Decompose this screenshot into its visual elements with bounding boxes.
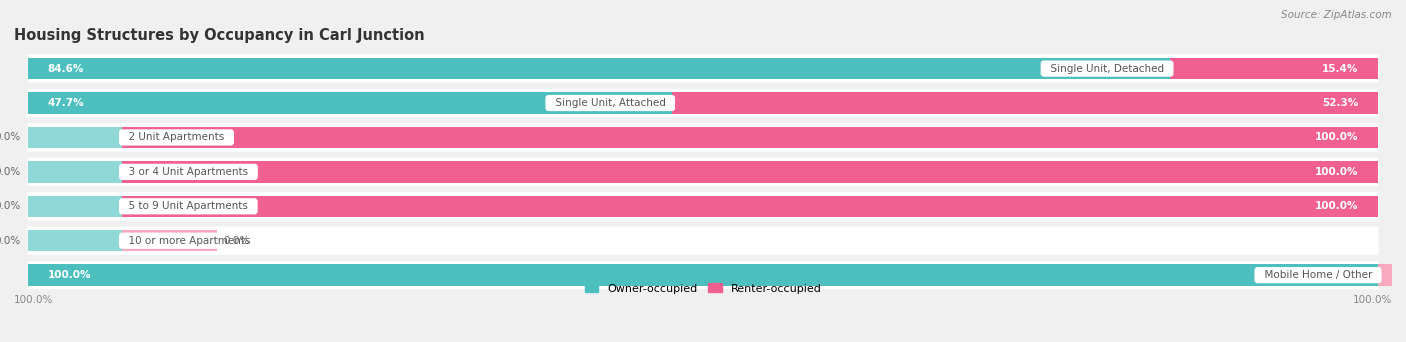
- Legend: Owner-occupied, Renter-occupied: Owner-occupied, Renter-occupied: [581, 279, 825, 298]
- FancyBboxPatch shape: [28, 261, 1378, 289]
- Bar: [28, 127, 122, 148]
- Text: 47.7%: 47.7%: [48, 98, 84, 108]
- Text: Source: ZipAtlas.com: Source: ZipAtlas.com: [1281, 10, 1392, 20]
- Text: 84.6%: 84.6%: [48, 64, 84, 74]
- FancyBboxPatch shape: [28, 227, 1378, 255]
- Text: 0.0%: 0.0%: [0, 132, 21, 142]
- Bar: [28, 58, 1170, 79]
- Text: 2 Unit Apartments: 2 Unit Apartments: [122, 132, 231, 142]
- Bar: [28, 161, 122, 183]
- FancyBboxPatch shape: [28, 158, 1378, 186]
- Text: Mobile Home / Other: Mobile Home / Other: [1257, 270, 1378, 280]
- Bar: [28, 92, 672, 114]
- Text: 0.0%: 0.0%: [0, 167, 21, 177]
- Bar: [28, 230, 122, 251]
- Bar: [122, 196, 1378, 217]
- Text: 0.0%: 0.0%: [224, 236, 250, 246]
- Text: 3 or 4 Unit Apartments: 3 or 4 Unit Apartments: [122, 167, 254, 177]
- Text: 100.0%: 100.0%: [1315, 132, 1358, 142]
- Bar: [1170, 58, 1378, 79]
- FancyBboxPatch shape: [28, 123, 1378, 152]
- FancyBboxPatch shape: [28, 192, 1378, 220]
- Text: 100.0%: 100.0%: [14, 295, 53, 305]
- FancyBboxPatch shape: [28, 54, 1378, 83]
- Text: 100.0%: 100.0%: [48, 270, 91, 280]
- Text: 0.0%: 0.0%: [0, 236, 21, 246]
- Text: 100.0%: 100.0%: [1315, 167, 1358, 177]
- Bar: [122, 161, 1378, 183]
- Text: 10 or more Apartments: 10 or more Apartments: [122, 236, 257, 246]
- Bar: [1378, 264, 1406, 286]
- Text: 0.0%: 0.0%: [0, 201, 21, 211]
- Text: 100.0%: 100.0%: [1315, 201, 1358, 211]
- Text: 52.3%: 52.3%: [1322, 98, 1358, 108]
- Text: 15.4%: 15.4%: [1322, 64, 1358, 74]
- Text: Housing Structures by Occupancy in Carl Junction: Housing Structures by Occupancy in Carl …: [14, 28, 425, 43]
- Text: Single Unit, Detached: Single Unit, Detached: [1043, 64, 1170, 74]
- Bar: [122, 230, 217, 251]
- Text: 5 to 9 Unit Apartments: 5 to 9 Unit Apartments: [122, 201, 254, 211]
- Text: Single Unit, Attached: Single Unit, Attached: [548, 98, 672, 108]
- Bar: [28, 264, 1378, 286]
- Bar: [122, 127, 1378, 148]
- Text: 100.0%: 100.0%: [1353, 295, 1392, 305]
- FancyBboxPatch shape: [28, 89, 1378, 117]
- Bar: [28, 196, 122, 217]
- Bar: [672, 92, 1378, 114]
